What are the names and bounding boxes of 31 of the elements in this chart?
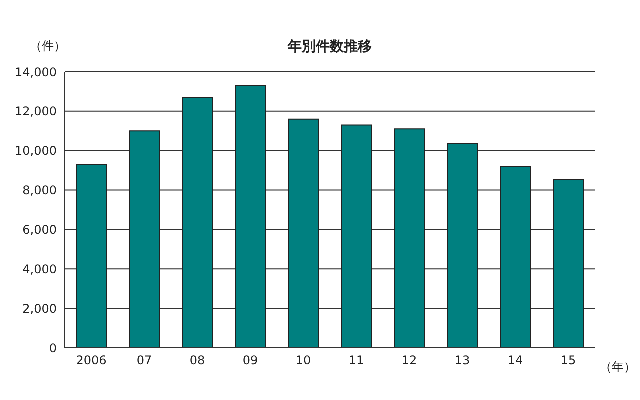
y-tick-label: 10,000 <box>15 144 57 158</box>
x-tick-label: 12 <box>402 354 418 368</box>
y-tick-label: 8,000 <box>22 184 57 198</box>
y-axis-title: （件） <box>30 38 66 55</box>
x-tick-label: 09 <box>242 354 258 368</box>
x-tick-label: 10 <box>296 354 312 368</box>
x-tick-label: 11 <box>348 354 364 368</box>
chart-title: 年別件数推移 <box>288 39 372 55</box>
x-tick-label: 07 <box>136 354 152 368</box>
x-tick-label: 15 <box>560 354 576 368</box>
bar <box>500 166 532 348</box>
x-tick-label: 14 <box>508 354 524 368</box>
bar <box>129 130 160 348</box>
bar <box>235 85 266 348</box>
bar <box>394 128 426 348</box>
y-tick-label: 12,000 <box>15 104 57 119</box>
bar <box>447 143 478 348</box>
bar <box>288 118 320 348</box>
bar <box>76 164 108 348</box>
y-tick-label: 6,000 <box>22 222 57 237</box>
bar <box>341 124 372 348</box>
x-axis-title: （年） <box>600 359 636 376</box>
bar <box>553 178 584 348</box>
y-tick-label: 4,000 <box>22 262 57 276</box>
x-tick-label: 2006 <box>76 354 107 368</box>
x-tick-label: 08 <box>190 354 206 368</box>
x-tick-label: 13 <box>454 354 470 368</box>
y-tick-label: 2,000 <box>22 302 57 316</box>
bar <box>182 97 214 348</box>
y-tick-label: 14,000 <box>15 65 57 80</box>
y-tick-label: 0 <box>49 341 57 356</box>
